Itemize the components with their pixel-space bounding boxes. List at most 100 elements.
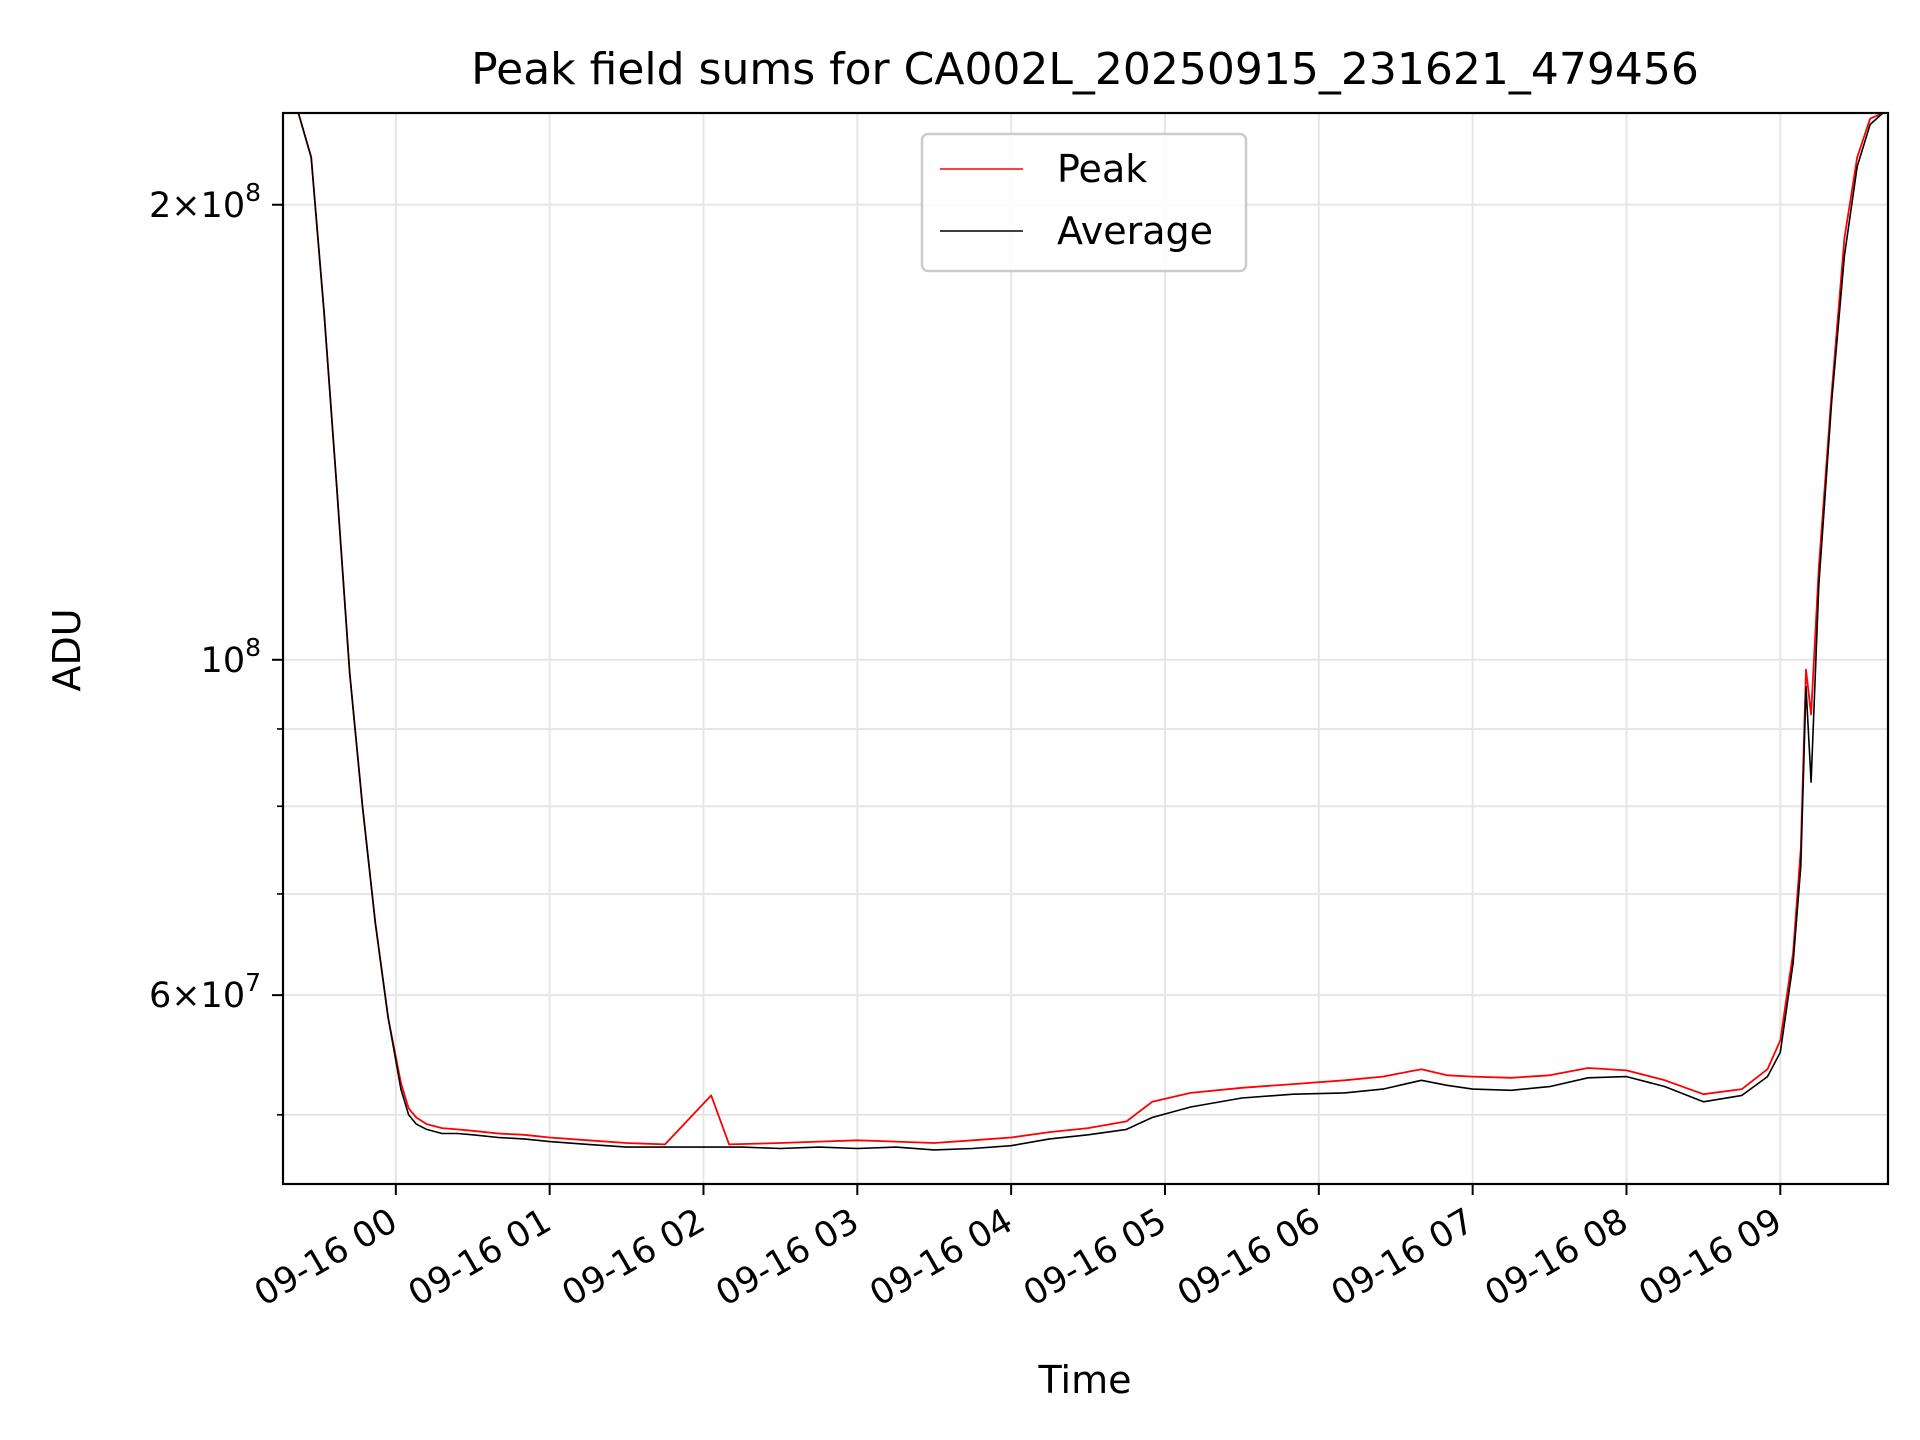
data-point-average (1472, 1088, 1474, 1090)
data-point-average (1049, 1138, 1051, 1140)
data-point-average (972, 1147, 974, 1150)
data-point-average (664, 1146, 666, 1148)
data-point-average (1010, 1145, 1012, 1147)
data-point-peak (1818, 567, 1820, 569)
data-point-peak (472, 1130, 474, 1132)
grid (283, 113, 1888, 1184)
data-point-average (1151, 1116, 1153, 1119)
data-point-average (1420, 1079, 1422, 1081)
data-point-peak (818, 1141, 820, 1143)
data-point-average (1810, 781, 1812, 783)
data-point-peak (1382, 1076, 1384, 1078)
data-point-average (1343, 1092, 1346, 1094)
data-point-average (1792, 962, 1794, 964)
data-point-average (1190, 1106, 1192, 1108)
data-point-peak (1010, 1136, 1012, 1139)
data-point-peak (1856, 156, 1858, 158)
data-point-average (818, 1146, 820, 1148)
y-axis-label: ADU (45, 608, 89, 691)
data-point-average (1702, 1101, 1704, 1103)
data-point-average (1664, 1086, 1666, 1088)
data-point-peak (972, 1139, 974, 1141)
data-point-average (741, 1146, 743, 1148)
data-point-average (1843, 255, 1845, 257)
data-point-peak (497, 1132, 499, 1135)
data-point-peak (587, 1139, 589, 1141)
data-point-average (323, 310, 325, 312)
data-point-peak (1292, 1083, 1294, 1085)
data-point-peak (895, 1141, 897, 1143)
data-point-average (1087, 1134, 1089, 1136)
data-point-peak (1087, 1127, 1089, 1129)
data-point-peak (426, 1123, 428, 1125)
data-point-average (408, 1114, 410, 1116)
data-point-average (1805, 686, 1807, 688)
data-point-peak (1664, 1079, 1666, 1081)
data-point-average (1766, 1076, 1769, 1078)
data-point-average (779, 1147, 782, 1150)
data-point-peak (1125, 1120, 1128, 1122)
data-point-peak (1446, 1074, 1448, 1076)
data-point-average (400, 1088, 402, 1090)
data-point-average (626, 1146, 628, 1148)
data-point-average (933, 1149, 935, 1151)
data-point-peak (415, 1116, 417, 1119)
data-point-average (1125, 1128, 1128, 1130)
data-point-average (1587, 1077, 1589, 1079)
data-point-average (472, 1134, 474, 1136)
data-point-peak (933, 1142, 935, 1144)
data-point-average (587, 1143, 589, 1145)
data-point-peak (1049, 1131, 1051, 1133)
data-point-average (1831, 401, 1833, 403)
data-point-average (349, 672, 351, 674)
data-point-peak (728, 1143, 730, 1145)
data-point-average (361, 805, 364, 807)
data-point-peak (1343, 1079, 1346, 1081)
data-point-peak (1241, 1087, 1243, 1089)
data-point-average (310, 156, 312, 158)
data-point-average (1741, 1094, 1743, 1096)
data-point-peak (549, 1136, 551, 1139)
data-point-peak (1869, 118, 1871, 120)
data-point-peak (441, 1127, 443, 1129)
data-point-peak (408, 1107, 410, 1109)
y-tick-label: 108 (201, 633, 261, 681)
data-point-peak (1766, 1068, 1769, 1070)
data-point-average (415, 1123, 417, 1125)
data-point-average (523, 1138, 525, 1140)
data-point-peak (1625, 1069, 1628, 1071)
y-tick-label: 2×108 (149, 178, 261, 226)
data-point-peak (1151, 1101, 1153, 1103)
data-point-peak (523, 1134, 525, 1136)
data-point-peak (1510, 1077, 1512, 1079)
data-point-peak (626, 1142, 628, 1144)
data-point-average (1382, 1088, 1384, 1090)
y-tick-label: 6×107 (149, 968, 261, 1016)
data-point-average (1779, 1051, 1781, 1053)
data-point-peak (1549, 1074, 1551, 1076)
data-point-average (1818, 584, 1820, 587)
data-point-peak (1843, 237, 1845, 239)
legend: Peak Average (920, 132, 1248, 273)
data-point-average (374, 922, 376, 924)
data-point-average (1241, 1097, 1243, 1099)
data-point-peak (1190, 1092, 1192, 1094)
data-point-peak (1810, 713, 1812, 716)
data-point-peak (1420, 1068, 1422, 1070)
data-point-average (549, 1141, 551, 1143)
data-point-average (856, 1147, 858, 1150)
data-point-average (426, 1128, 428, 1130)
data-point-peak (1805, 669, 1807, 671)
chart-title: Peak field sums for CA002L_20250915_2316… (471, 44, 1699, 95)
data-point-peak (1702, 1093, 1704, 1095)
data-point-average (497, 1136, 499, 1139)
data-point-average (1856, 165, 1858, 168)
data-point-peak (1741, 1088, 1743, 1090)
data-point-peak (1587, 1067, 1589, 1069)
data-point-peak (710, 1094, 712, 1096)
legend-label-average: Average (1057, 209, 1213, 253)
data-point-average (702, 1146, 705, 1148)
data-point-peak (1779, 1039, 1781, 1041)
plot-frame (281, 111, 1890, 1186)
data-point-average (336, 487, 338, 489)
